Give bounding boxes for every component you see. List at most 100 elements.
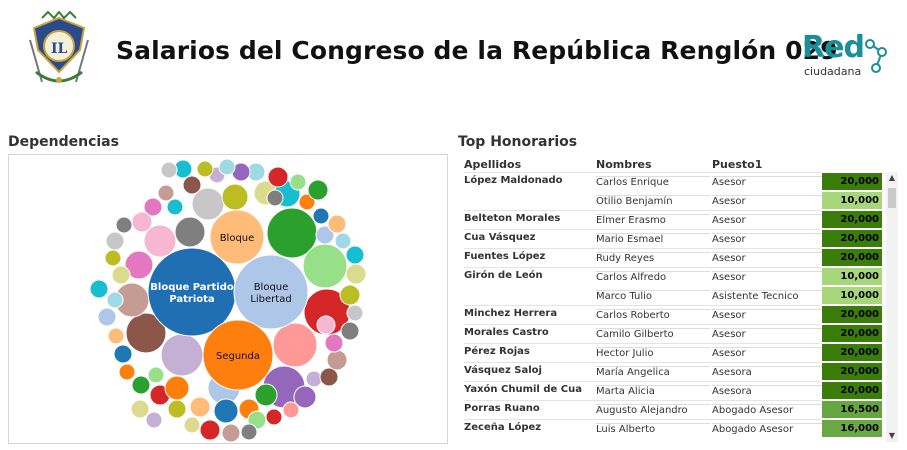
dependencia-bubble[interactable] [240, 423, 258, 441]
dependencia-bubble[interactable] [143, 224, 177, 258]
dependencia-bubble[interactable] [293, 385, 317, 409]
dependencias-title: Dependencias [8, 134, 119, 150]
table-row[interactable]: Girón de León Carlos Alfredo Asesor 10,000 [458, 267, 884, 286]
dependencia-bubble[interactable] [189, 396, 211, 418]
dependencia-bubble-labeled[interactable] [202, 319, 274, 391]
table-row[interactable]: Zeceña López Luis Alberto Abogado Asesor 16… [458, 419, 884, 438]
dependencia-bubble[interactable] [267, 166, 289, 188]
dependencia-bubble[interactable] [298, 193, 316, 211]
dependencia-bubble[interactable] [182, 175, 202, 195]
dependencia-bubble[interactable] [326, 349, 348, 371]
dependencia-bubble[interactable] [282, 401, 300, 419]
dependencia-bubble[interactable] [115, 216, 133, 234]
cell-apellidos: Zeceña López [464, 422, 542, 433]
dependencia-bubble[interactable] [345, 245, 365, 265]
dependencia-bubble[interactable] [196, 160, 214, 178]
top-honorarios-title: Top Honorarios [458, 134, 578, 150]
column-header-apellidos[interactable]: Apellidos [464, 158, 522, 171]
table-row[interactable]: Morales Castro Camilo Gilberto Asesor 20,00… [458, 324, 884, 343]
dependencia-bubble[interactable] [174, 216, 206, 248]
row-divider [464, 324, 820, 325]
dependencia-bubble[interactable] [289, 173, 307, 191]
dependencia-bubble-labeled[interactable] [233, 254, 309, 330]
dependencia-bubble[interactable] [97, 307, 117, 327]
table-row[interactable]: Porras Ruano Augusto Alejandro Abogado Ase… [458, 400, 884, 419]
dependencia-bubble[interactable] [89, 279, 109, 299]
table-row[interactable]: Minchez Herrera Carlos Roberto Asesor 20,00… [458, 305, 884, 324]
dependencia-bubble[interactable] [221, 183, 249, 211]
table-row[interactable]: Fuentes López Rudy Reyes Asesor 20,000 [458, 248, 884, 267]
dependencia-bubble[interactable] [340, 321, 360, 341]
dependencia-bubble[interactable] [125, 312, 167, 354]
dependencia-bubble[interactable] [315, 225, 335, 245]
dependencia-bubble[interactable] [307, 179, 329, 201]
bubble-label: Bloque [254, 282, 289, 293]
column-header-puesto[interactable]: Puesto1 [712, 158, 763, 171]
dependencia-bubble[interactable] [339, 284, 361, 306]
cell-apellidos: Vásquez Saloj [464, 365, 542, 376]
dependencia-bubble[interactable] [316, 315, 336, 335]
table-scrollbar[interactable]: ▲ ▼ [886, 172, 898, 442]
cell-puesto: Asesor [712, 214, 824, 226]
dependencia-bubble[interactable] [334, 232, 352, 250]
table-row[interactable]: López Maldonado Carlos Enrique Asesor 20,00… [458, 172, 884, 191]
cell-puesto: Asesora [712, 366, 824, 378]
table-row[interactable]: Otilio Benjamín Asesor 10,000 [458, 191, 884, 210]
table-row[interactable]: Vásquez Saloj María Angelica Asesora 20,000 [458, 362, 884, 381]
scrollbar-thumb[interactable] [888, 188, 896, 208]
dependencia-bubble[interactable] [199, 419, 221, 441]
dependencia-bubble[interactable] [113, 344, 133, 364]
dependencia-bubble[interactable] [111, 265, 131, 285]
dependencia-bubble[interactable] [327, 214, 347, 234]
dependencia-bubble[interactable] [147, 366, 165, 384]
dependencia-bubble[interactable] [167, 399, 187, 419]
dependencia-bubble[interactable] [106, 291, 124, 309]
dependencia-bubble[interactable] [143, 197, 163, 217]
table-row[interactable]: Yaxón Chumil de Cua Marta Alicia Asesora 20… [458, 381, 884, 400]
dependencia-bubble[interactable] [105, 231, 125, 251]
dependencia-bubble[interactable] [131, 375, 151, 395]
cell-puesto: Asesor [712, 309, 824, 321]
dependencia-bubble[interactable] [160, 161, 178, 179]
scroll-down-icon[interactable]: ▼ [888, 431, 896, 440]
table-row[interactable]: Marco Tulio Asistente Tecnico 10,000 [458, 286, 884, 305]
dependencia-bubble[interactable] [324, 333, 344, 353]
table-body[interactable]: López Maldonado Carlos Enrique Asesor 20,00… [458, 172, 886, 442]
dependencia-bubble[interactable] [183, 416, 201, 434]
dependencia-bubble[interactable] [124, 250, 154, 280]
dependencia-bubble[interactable] [160, 333, 204, 377]
dependencia-bubble[interactable] [272, 322, 318, 368]
dependencia-bubble[interactable] [221, 423, 241, 443]
dependencia-bubble[interactable] [166, 198, 184, 216]
dependencia-bubble-labeled[interactable] [209, 209, 265, 265]
dependencia-bubble[interactable] [346, 304, 364, 322]
cell-nombres: Marta Alicia [596, 385, 710, 397]
dependencia-bubble[interactable] [118, 363, 136, 381]
dependencia-bubble[interactable] [130, 399, 150, 419]
congress-seal-logo: IL [22, 10, 96, 96]
table-row[interactable]: Belteton Morales Elmer Erasmo Asesor 20,000 [458, 210, 884, 229]
row-divider [464, 419, 820, 420]
svg-text:IL: IL [51, 41, 68, 57]
cell-monto: 10,000 [822, 268, 882, 285]
dependencia-bubble[interactable] [265, 408, 283, 426]
dependencia-bubble[interactable] [312, 207, 330, 225]
dependencia-bubble[interactable] [254, 383, 278, 407]
dependencia-bubble[interactable] [319, 367, 339, 387]
dependencia-bubble[interactable] [218, 158, 236, 176]
dependencia-bubble[interactable] [145, 411, 163, 429]
dependencia-bubble[interactable] [131, 211, 153, 233]
table-row[interactable]: Cua Vásquez Mario Esmael Asesor 20,000 [458, 229, 884, 248]
dependencia-bubble[interactable] [107, 327, 125, 345]
column-header-nombres[interactable]: Nombres [596, 158, 652, 171]
dependencia-bubble[interactable] [157, 184, 175, 202]
dependencia-bubble[interactable] [345, 263, 367, 285]
dependencia-bubble[interactable] [104, 249, 122, 267]
table-row[interactable]: Pérez Rojas Hector Julio Asesor 20,000 [458, 343, 884, 362]
dependencia-bubble[interactable] [164, 375, 190, 401]
scroll-up-icon[interactable]: ▲ [888, 173, 896, 182]
dependencia-bubble[interactable] [213, 398, 239, 424]
dependencia-bubble[interactable] [266, 189, 284, 207]
dependencia-bubble[interactable] [305, 370, 323, 388]
dependencia-bubble[interactable] [302, 243, 348, 289]
